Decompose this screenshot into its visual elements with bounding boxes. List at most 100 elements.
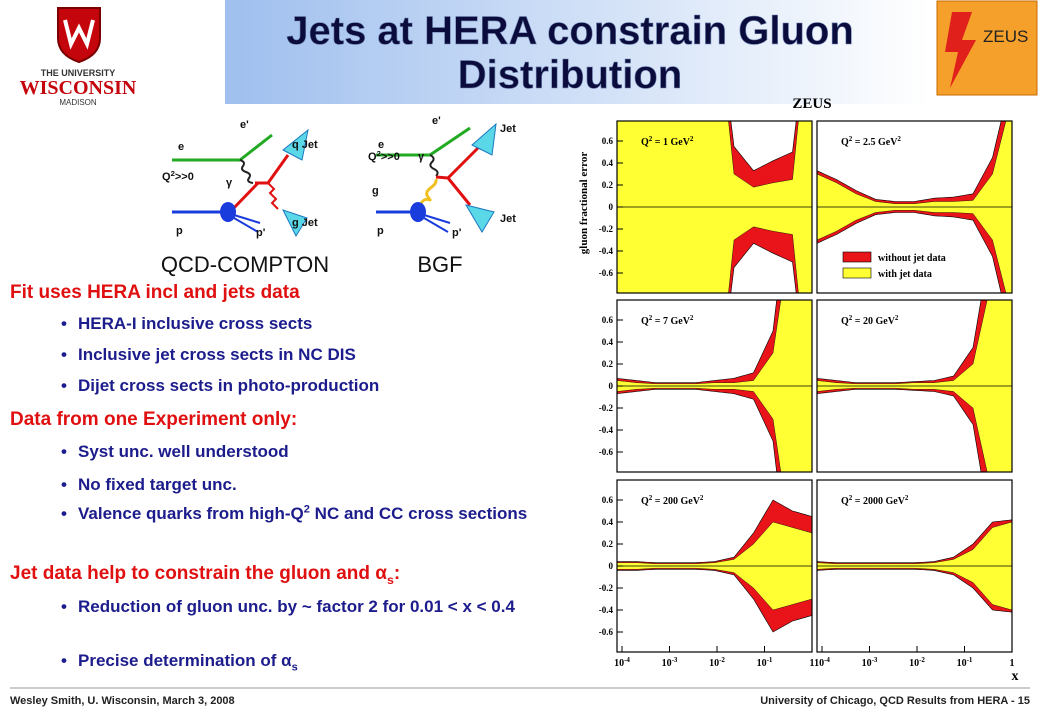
panel-label-part: = 2.5 GeV	[852, 137, 898, 148]
diagram-label: g	[372, 185, 379, 197]
diagram-label: Q2>>0	[162, 169, 194, 184]
logo-text: WISCONSIN	[20, 77, 137, 99]
bullet-dot: •	[61, 504, 67, 523]
heading-part: Fit uses HERA incl and jets data	[10, 282, 300, 303]
panel-label-sup: 2	[849, 314, 853, 322]
panel-label-sup: 2	[690, 314, 694, 322]
bullet-item: • Reduction of gluon unc. by ~ factor 2 f…	[61, 598, 548, 616]
diagram-label: γ	[418, 151, 425, 163]
y-axis-label: gluon fractional error	[578, 152, 590, 255]
y-tick-label: 0.4	[602, 337, 614, 347]
diagram-label: γ	[226, 177, 233, 189]
feynman-compton	[172, 128, 309, 238]
x-tick-label-sup: -3	[872, 656, 878, 664]
bullet-item: • Syst unc. well understood	[61, 442, 548, 461]
panel-label-part: Q	[641, 316, 649, 327]
item-part: Dijet cross sects in photo-production	[78, 376, 380, 395]
item-part: NC and CC cross sections	[309, 504, 528, 523]
diagram-caption: QCD-COMPTON	[161, 252, 329, 277]
bullet-dot: •	[61, 314, 67, 333]
figure-title: ZEUS	[792, 96, 831, 112]
panel-label-part: = 20 GeV	[852, 316, 895, 327]
item-part: s	[291, 661, 298, 674]
x-tick-label: 1	[1010, 658, 1015, 669]
legend-label: with jet data	[878, 269, 932, 280]
bullet-item: • Precise determination of αs	[61, 652, 548, 674]
logo-text: THE UNIVERSITY	[41, 68, 116, 78]
panel-label-sup: 2	[905, 494, 909, 502]
y-tick-label: -0.4	[599, 425, 614, 435]
x-tick-label: 10-3	[662, 656, 678, 669]
y-tick-label: 0.6	[602, 495, 614, 505]
y-tick-label: -0.4	[599, 246, 614, 256]
bullet-item: • Valence quarks from high-Q2 NC and CC c…	[61, 504, 548, 523]
section-heading: Fit uses HERA incl and jets data	[10, 282, 300, 304]
x-tick-label-sup: -4	[824, 656, 830, 664]
panel-label-sup: 2	[649, 135, 653, 143]
x-tick-label: 10-4	[614, 656, 630, 669]
footer-right: University of Chicago, QCD Results from …	[760, 695, 1030, 707]
diagram-label: Q2>>0	[368, 149, 400, 164]
x-tick-label-part: 10	[814, 658, 824, 669]
y-tick-label: 0	[609, 561, 614, 571]
panel-label-sup: 2	[849, 494, 853, 502]
y-tick-label: -0.2	[599, 403, 614, 413]
panel-label-sup: 2	[849, 135, 853, 143]
heading-part: s	[386, 572, 394, 587]
diagram-label-part: Q	[368, 151, 377, 163]
title: Jets at HERA constrain Gluon	[286, 9, 854, 53]
diagram-label: e	[178, 141, 184, 153]
y-tick-label: 0.2	[602, 359, 614, 369]
y-tick-label: 0.2	[602, 539, 614, 549]
panel-label: Q2 = 2000 GeV2	[841, 494, 909, 507]
x-tick-label-sup: -3	[672, 656, 678, 664]
bullet-dot: •	[61, 597, 67, 616]
panel-label-sup: 2	[897, 135, 901, 143]
x-tick-label: 10-1	[957, 656, 973, 669]
x-tick-label: 10-3	[862, 656, 878, 669]
x-tick-label-part: 10	[614, 658, 624, 669]
diagram-label-sup: 2	[171, 169, 175, 178]
bullet-dot: •	[61, 345, 67, 364]
title: Distribution	[458, 53, 682, 97]
diagram-label: p'	[452, 227, 462, 239]
heading-part: Jet data help to constrain the gluon and	[10, 563, 376, 584]
x-tick-label-sup: -1	[767, 656, 773, 664]
panel-label-sup: 2	[690, 135, 694, 143]
page-number: 15	[1018, 695, 1030, 707]
panel-label: Q2 = 200 GeV2	[641, 494, 704, 507]
panel-label-part: Q	[641, 496, 649, 507]
y-tick-label: -0.2	[599, 583, 614, 593]
panel-label-part: = 200 GeV	[652, 496, 700, 507]
footer-left: Wesley Smith, U. Wisconsin, March 3, 200…	[10, 695, 235, 707]
x-tick-label-part: 10	[709, 658, 719, 669]
panel-label-part: = 2000 GeV	[852, 496, 905, 507]
x-tick-label-sup: -2	[719, 656, 725, 664]
x-tick-label-part: 10	[909, 658, 919, 669]
heading-part: α	[375, 563, 387, 584]
panel-frame	[816, 299, 1013, 473]
panel-label: Q2 = 1 GeV2	[641, 135, 694, 148]
zeus-text: ZEUS	[983, 27, 1028, 46]
diagram-label-sup: 2	[377, 149, 381, 158]
diagram-label: q Jet	[292, 139, 318, 151]
diagram-label: p	[176, 225, 183, 237]
diagram-label: e'	[240, 119, 249, 131]
item-part: No fixed target unc.	[78, 475, 237, 494]
legend-swatch	[842, 251, 872, 263]
x-tick-label-sup: -1	[967, 656, 973, 664]
y-tick-label: -0.2	[599, 224, 614, 234]
x-tick-label-part: 10	[862, 658, 872, 669]
heading-part: Data from one Experiment only:	[10, 409, 298, 430]
x-tick-label: 1	[810, 658, 815, 669]
x-tick-label-part: 10	[757, 658, 767, 669]
section-heading: Data from one Experiment only:	[10, 409, 297, 431]
x-tick-label: 10-1	[757, 656, 773, 669]
panel-label: Q2 = 2.5 GeV2	[841, 135, 901, 148]
item-part: Syst unc. well understood	[78, 442, 289, 461]
crest	[57, 7, 101, 64]
x-tick-label: 10-4	[814, 656, 830, 669]
logo-text: MADISON	[59, 98, 97, 107]
